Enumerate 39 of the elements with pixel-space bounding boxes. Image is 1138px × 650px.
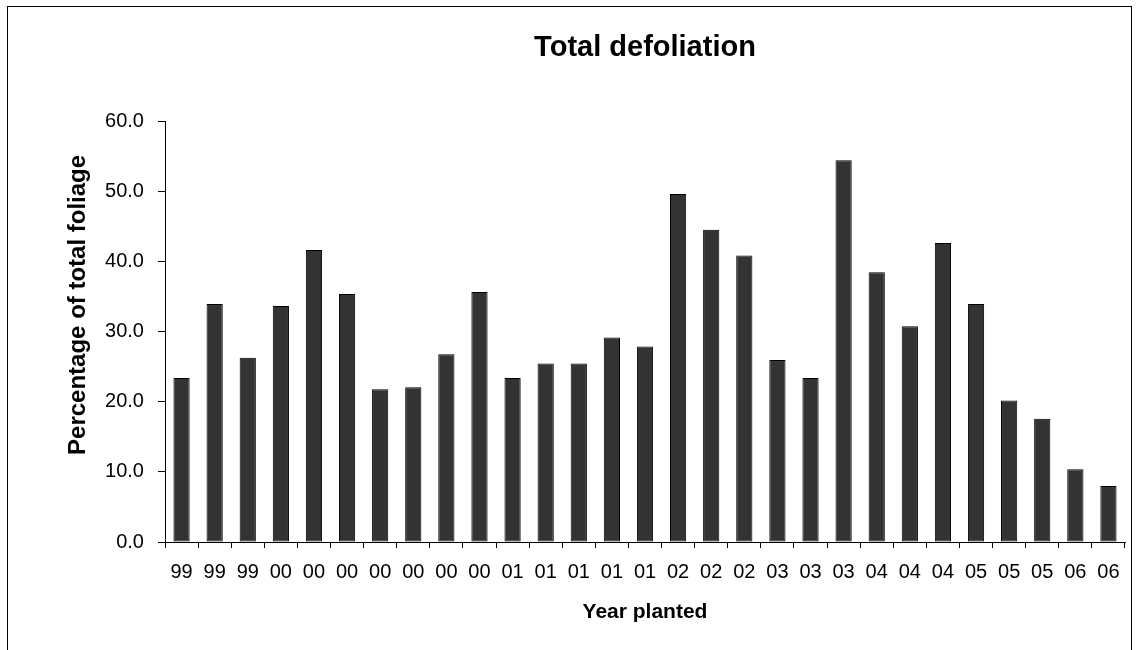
x-tick-label: 06 bbox=[1097, 559, 1120, 582]
y-tick-label: 10.0 bbox=[105, 459, 144, 482]
x-tick-label: 02 bbox=[700, 559, 723, 582]
x-tick-label: 05 bbox=[998, 559, 1021, 582]
x-tick-label: 04 bbox=[931, 559, 955, 582]
x-tick-label: 04 bbox=[898, 559, 921, 582]
x-axis-title: Year planted bbox=[582, 599, 708, 623]
x-tick-label: 03 bbox=[799, 559, 822, 582]
y-tick-label: 60.0 bbox=[105, 109, 144, 132]
x-tick-label: 99 bbox=[170, 559, 193, 582]
x-tick-label: 00 bbox=[335, 559, 359, 582]
y-tick-label: 0.0 bbox=[116, 529, 144, 552]
x-tick-label: 00 bbox=[369, 559, 392, 582]
x-tick-label: 05 bbox=[964, 559, 988, 582]
x-tick-label: 01 bbox=[534, 559, 557, 582]
x-tick-label: 01 bbox=[600, 559, 624, 582]
x-tick-label: 01 bbox=[501, 559, 524, 582]
x-tick-label: 00 bbox=[468, 559, 491, 582]
x-tick-label: 03 bbox=[832, 559, 855, 582]
x-tick-label: 03 bbox=[766, 559, 789, 582]
x-tick-label: 00 bbox=[269, 559, 292, 582]
x-tick-label: 01 bbox=[633, 559, 657, 582]
x-tick-label: 00 bbox=[435, 559, 458, 582]
y-tick-label: 30.0 bbox=[105, 319, 144, 342]
x-tick-label: 99 bbox=[236, 559, 259, 582]
y-tick-label: 50.0 bbox=[105, 179, 144, 202]
x-tick-label: 00 bbox=[302, 559, 326, 582]
chart-title: Total defoliation bbox=[534, 30, 756, 63]
y-axis-title: Percentage of total foliage bbox=[62, 154, 90, 455]
y-tick-label: 40.0 bbox=[105, 249, 144, 272]
x-tick-label: 06 bbox=[1064, 559, 1087, 582]
y-tick-label: 20.0 bbox=[105, 389, 144, 412]
x-tick-label: 00 bbox=[402, 559, 425, 582]
x-tick-label: 05 bbox=[1031, 559, 1054, 582]
x-tick-label: 02 bbox=[666, 559, 690, 582]
x-tick-label: 99 bbox=[203, 559, 226, 582]
x-tick-label: 04 bbox=[865, 559, 888, 582]
x-tick-label: 01 bbox=[567, 559, 590, 582]
x-tick-label: 02 bbox=[733, 559, 756, 582]
